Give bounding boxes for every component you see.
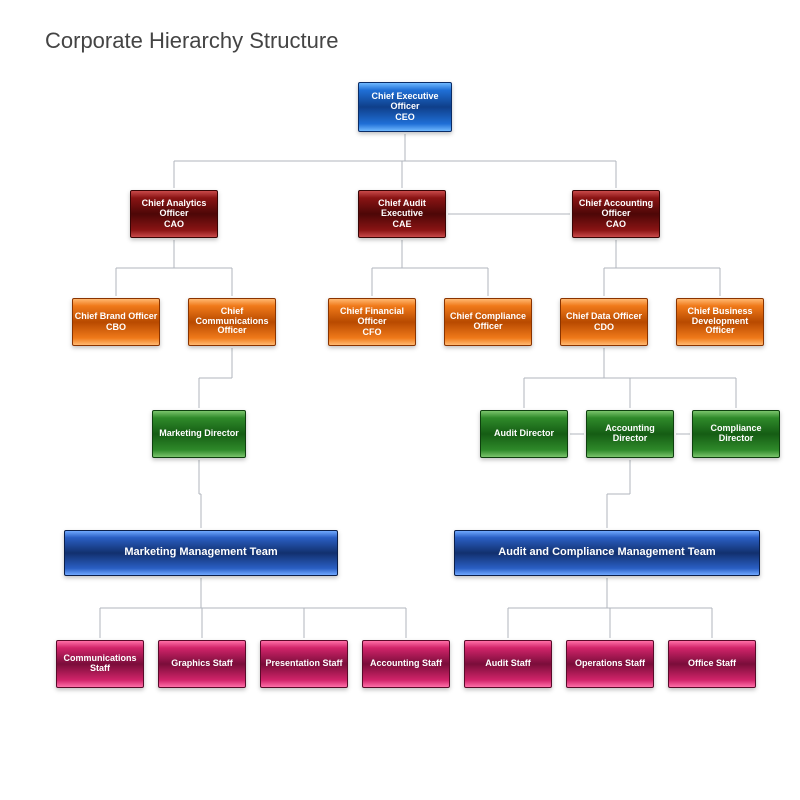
node-s1: Communications Staff (54, 638, 146, 690)
node-cbo: Chief Brand OfficerCBO (70, 296, 162, 348)
node-label: Accounting Staff (370, 659, 442, 668)
node-s4: Accounting Staff (360, 638, 452, 690)
node-cao1: Chief Analytics OfficerCAO (128, 188, 220, 240)
node-label: Audit and Compliance Management Team (498, 547, 715, 559)
node-label: Operations Staff (575, 659, 645, 668)
node-label: Chief Analytics Officer (131, 199, 217, 218)
node-label: Accounting Director (587, 424, 673, 443)
node-label: Chief Compliance Officer (445, 312, 531, 331)
node-sublabel: CDO (594, 322, 614, 332)
node-label: Marketing Director (159, 429, 239, 438)
node-mteam: Marketing Management Team (62, 528, 340, 578)
node-label: Compliance Director (693, 424, 779, 443)
node-label: Audit Staff (485, 659, 531, 668)
node-label: Office Staff (688, 659, 736, 668)
node-label: Chief Business Development Officer (677, 307, 763, 335)
node-label: Chief Audit Executive (359, 199, 445, 218)
node-label: Communications Staff (57, 654, 143, 673)
node-ccomp: Chief Compliance Officer (442, 296, 534, 348)
node-cco: Chief Communications Officer (186, 296, 278, 348)
node-ateam: Audit and Compliance Management Team (452, 528, 762, 578)
node-adir: Audit Director (478, 408, 570, 460)
chart-title: Corporate Hierarchy Structure (45, 28, 338, 54)
node-label: Chief Brand Officer (75, 312, 158, 321)
node-sublabel: CEO (395, 112, 415, 122)
node-s3: Presentation Staff (258, 638, 350, 690)
node-cdo: Chief Data OfficerCDO (558, 296, 650, 348)
node-label: Presentation Staff (265, 659, 342, 668)
node-label: Chief Financial Officer (329, 307, 415, 326)
node-label: Chief Executive Officer (359, 92, 451, 111)
node-ceo: Chief Executive OfficerCEO (356, 80, 454, 134)
node-sublabel: CBO (106, 322, 126, 332)
node-label: Chief Communications Officer (189, 307, 275, 335)
node-acdir: Accounting Director (584, 408, 676, 460)
node-mdir: Marketing Director (150, 408, 248, 460)
node-sublabel: CAO (606, 219, 626, 229)
node-label: Chief Accounting Officer (573, 199, 659, 218)
node-s6: Operations Staff (564, 638, 656, 690)
node-label: Graphics Staff (171, 659, 233, 668)
node-sublabel: CFO (363, 327, 382, 337)
node-s2: Graphics Staff (156, 638, 248, 690)
node-cfo: Chief Financial OfficerCFO (326, 296, 418, 348)
node-cae: Chief Audit ExecutiveCAE (356, 188, 448, 240)
node-label: Audit Director (494, 429, 554, 438)
node-sublabel: CAE (392, 219, 411, 229)
node-cao2: Chief Accounting OfficerCAO (570, 188, 662, 240)
node-label: Marketing Management Team (124, 547, 277, 559)
node-s5: Audit Staff (462, 638, 554, 690)
node-cbdo: Chief Business Development Officer (674, 296, 766, 348)
node-label: Chief Data Officer (566, 312, 642, 321)
node-sublabel: CAO (164, 219, 184, 229)
node-cdir: Compliance Director (690, 408, 782, 460)
node-s7: Office Staff (666, 638, 758, 690)
org-chart-canvas: { "type": "tree", "title": { "text": "Co… (0, 0, 800, 800)
